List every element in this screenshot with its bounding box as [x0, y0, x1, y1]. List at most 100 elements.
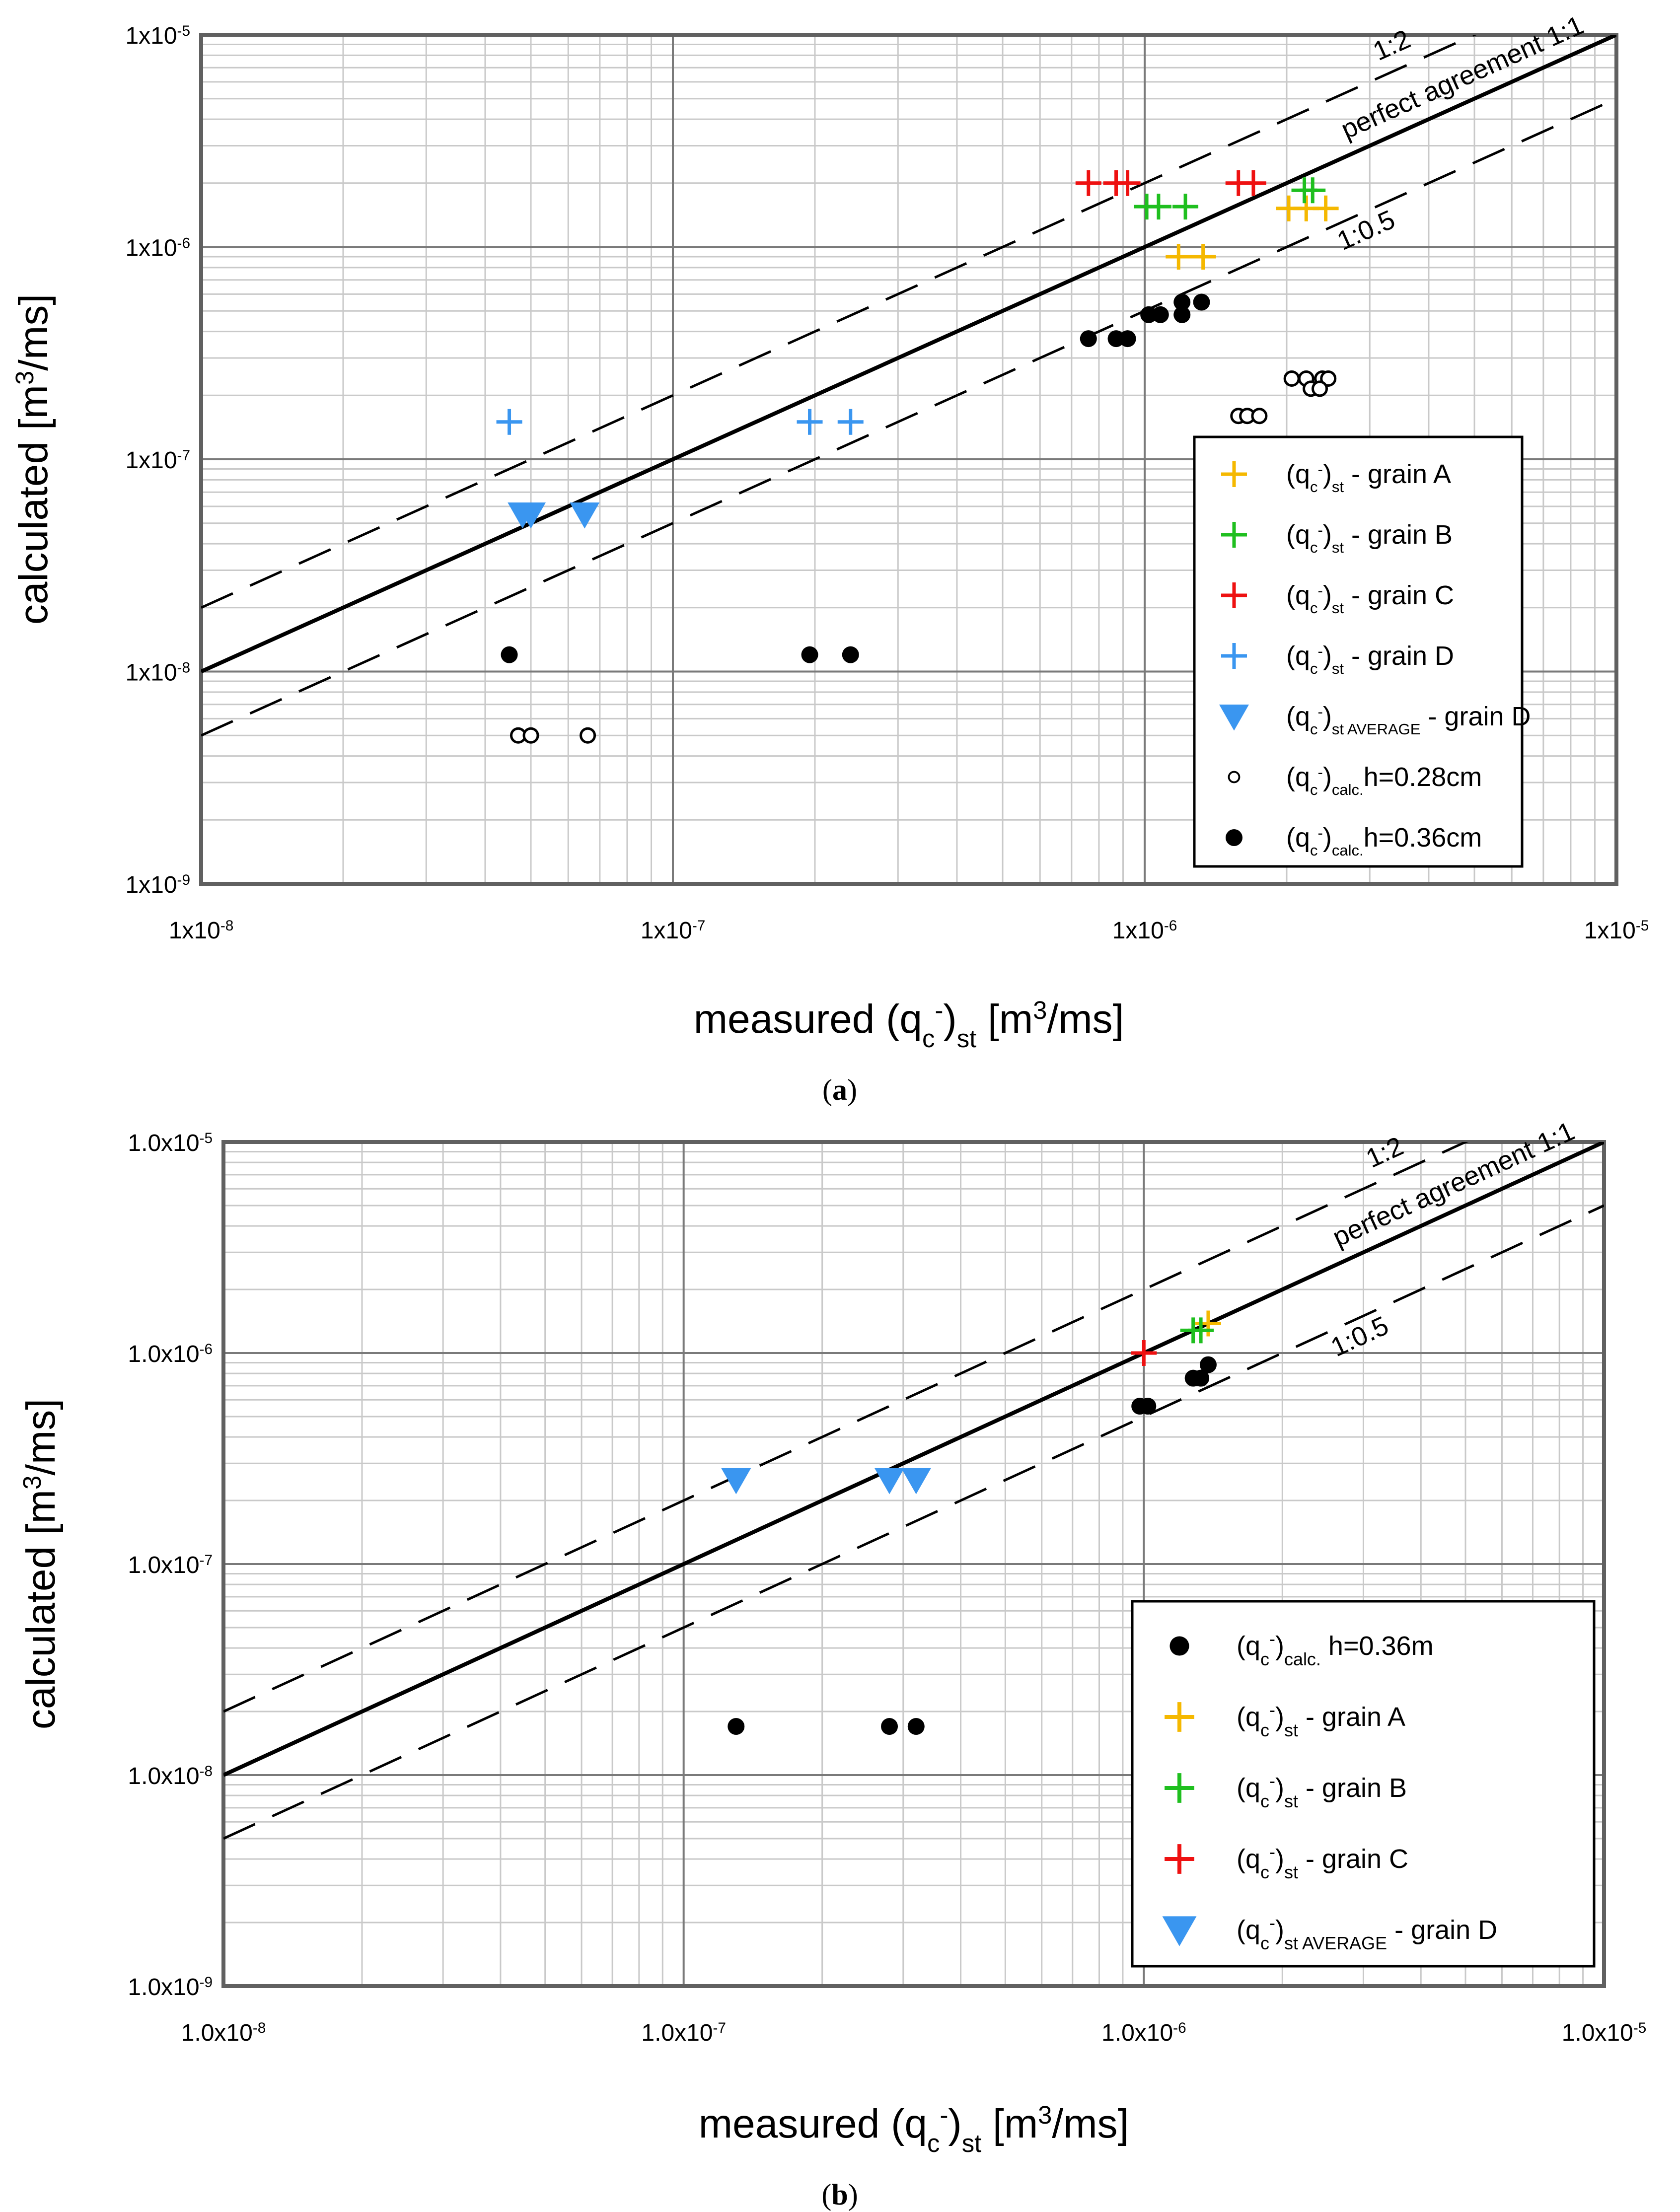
line-label: 1:2	[1362, 1131, 1408, 1174]
legend-box	[1193, 435, 1524, 868]
legend-label-part: - grain B	[1344, 520, 1453, 550]
y-axis-label: calculated [m3/ms]	[10, 294, 57, 625]
series	[1134, 177, 1326, 220]
legend-label-part: -	[1318, 642, 1323, 660]
plus-marker	[1165, 1844, 1194, 1874]
caption-letter: a	[832, 1073, 847, 1106]
ratio-line	[201, 97, 1616, 737]
open-circle-marker	[1251, 408, 1268, 425]
legend-label-part: c	[1310, 842, 1318, 859]
legend-label-part: )	[1323, 580, 1332, 610]
legend-label-part: )	[1275, 1773, 1284, 1803]
plus-marker	[1221, 582, 1247, 608]
x-axis-label-part: /ms]	[1047, 997, 1124, 1042]
y-axis-label-part: calculated [m	[18, 1490, 64, 1729]
chart-panel-a: 1x10-8 1x10-7 1x10-6 1x10-51x10-91x10-81x10…	[10, 10, 1649, 1106]
series	[721, 1468, 931, 1495]
series	[508, 502, 600, 529]
y-tick-label-part: -9	[200, 1974, 213, 1991]
triangle-marker	[516, 502, 546, 529]
legend-label-part: -	[1269, 1771, 1275, 1791]
reference-lines	[201, 35, 1616, 737]
reference-lines	[223, 1142, 1604, 1840]
legend-label-part: - grain C	[1344, 580, 1454, 610]
x-tick-label: 1.0x10-6	[1101, 2020, 1186, 2047]
legend-label-part: (q	[1286, 641, 1310, 671]
x-tick-label-part: -8	[220, 918, 233, 934]
y-tick-label: 1.0x10-6	[128, 1341, 213, 1368]
legend-label-part: st AVERAGE	[1332, 720, 1421, 738]
legend-label-part: -	[1318, 764, 1323, 781]
y-tick-label: 1x10-9	[125, 872, 190, 899]
triangle-marker	[901, 1468, 931, 1495]
legend-label-part: )	[1275, 1702, 1284, 1732]
x-tick-label-part: -6	[1173, 2020, 1186, 2036]
y-tick-label-part: -6	[200, 1341, 213, 1357]
y-tick-label: 1x10-6	[125, 235, 190, 262]
plus-marker	[837, 409, 864, 435]
triangle-marker	[875, 1468, 905, 1495]
y-tick-label-part: -8	[200, 1763, 213, 1780]
legend-label-part: )	[1323, 459, 1332, 489]
perfect-agreement-line	[201, 35, 1616, 674]
legend-box	[1131, 1600, 1596, 1968]
dot-marker	[1139, 1398, 1157, 1415]
legend-label-part: (q	[1286, 823, 1310, 853]
open-circle-marker	[580, 727, 596, 744]
x-tick-label-part: -5	[1633, 2020, 1646, 2036]
x-axis-label-part: -	[935, 996, 943, 1024]
legend-label: (qc-)st - grain C	[1286, 580, 1454, 617]
legend-label: (qc-)st - grain B	[1286, 520, 1453, 556]
legend-label-part: c	[1310, 599, 1318, 617]
legend-label: (qc-)calc.h=0.28cm	[1286, 762, 1482, 798]
dot-marker	[1192, 1369, 1210, 1387]
series	[1075, 170, 1266, 196]
plus-marker	[1221, 643, 1247, 669]
x-axis-label-part: [m	[976, 997, 1033, 1042]
series	[1131, 1340, 1157, 1366]
legend-label-part: - grain A	[1298, 1702, 1405, 1732]
legend-label-part: calc.	[1332, 781, 1364, 798]
legend: (qc-)st - grain A(qc-)st - grain B(qc-)s…	[1193, 435, 1531, 868]
open-circle-marker	[522, 727, 539, 744]
caption-letter: b	[831, 2178, 848, 2211]
legend-label-part: st	[1332, 660, 1344, 677]
legend-label: (qc-)st - grain A	[1237, 1700, 1405, 1740]
x-tick-label: 1x10-7	[641, 918, 706, 944]
x-tick-label-part: -8	[253, 2020, 266, 2036]
legend-label-part: (q	[1237, 1631, 1260, 1661]
open-circle-marker	[1312, 380, 1328, 397]
y-tick-label-part: 1.0x10	[128, 1130, 199, 1156]
x-axis-label-part: /ms]	[1052, 2101, 1129, 2146]
legend-label: (qc-)st - grain B	[1237, 1771, 1407, 1811]
chart-panel-b: 1.0x10-8 1.0x10-7 1.0x10-6 1.0x10-51.0x10-9…	[18, 1116, 1647, 2211]
x-tick-label-part: 1x10	[1584, 918, 1636, 944]
y-tick-label-part: 1x10	[125, 235, 177, 262]
plus-marker	[1075, 170, 1101, 196]
triangle-marker	[1219, 705, 1249, 731]
x-axis-label-part: st	[957, 1024, 977, 1053]
triangle-marker	[570, 502, 600, 529]
open-circle-marker	[1320, 370, 1337, 387]
x-tick-label: 1.0x10-8	[181, 2020, 266, 2047]
legend-label-part: - grain C	[1298, 1844, 1408, 1874]
legend-label-part: (q	[1237, 1702, 1260, 1732]
legend: (qc-)calc. h=0.36m(qc-)st - grain A(qc-)…	[1131, 1600, 1596, 1968]
y-tick-label: 1.0x10-8	[128, 1763, 213, 1790]
x-tick-label-part: 1.0x10	[1562, 2020, 1633, 2046]
y-tick-label: 1.0x10-7	[128, 1552, 213, 1579]
legend-label-part: st	[1332, 539, 1344, 556]
ratio-line	[201, 35, 1478, 609]
x-axis-label-part: 3	[1038, 2101, 1052, 2129]
legend-label-part: (q	[1237, 1844, 1260, 1874]
y-tick-label-part: 1x10	[125, 447, 177, 474]
dot-marker	[1169, 1636, 1189, 1656]
plus-marker	[1145, 194, 1171, 220]
legend-label-part: )	[1275, 1631, 1284, 1661]
y-tick-label-part: 1.0x10	[128, 1763, 199, 1789]
plus-marker	[1188, 1317, 1214, 1344]
legend-label-part: )	[1323, 641, 1332, 671]
plus-marker	[1166, 244, 1192, 270]
legend-label-part: -	[1269, 1629, 1275, 1649]
